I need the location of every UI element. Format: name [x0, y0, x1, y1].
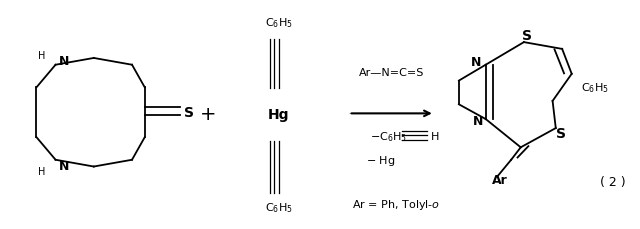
- Text: ( 2 ): ( 2 ): [600, 176, 626, 189]
- Text: Ar = Ph, Tolyl-$o$: Ar = Ph, Tolyl-$o$: [353, 198, 440, 212]
- Text: $-$ Hg: $-$ Hg: [366, 154, 396, 168]
- Text: Ar—N=C=S: Ar—N=C=S: [358, 68, 424, 78]
- Text: S: S: [556, 127, 566, 141]
- Text: S: S: [184, 106, 195, 120]
- Text: N: N: [59, 55, 69, 68]
- Text: N: N: [471, 56, 481, 69]
- Text: $-$C$_6$H$_5$: $-$C$_6$H$_5$: [370, 130, 407, 144]
- Text: +: +: [200, 105, 217, 124]
- Text: H: H: [431, 132, 439, 142]
- Text: N: N: [473, 115, 483, 128]
- Text: Ar: Ar: [492, 174, 508, 187]
- Text: C$_6$H$_5$: C$_6$H$_5$: [265, 202, 292, 215]
- Text: Hg: Hg: [268, 107, 289, 122]
- Text: S: S: [522, 30, 532, 44]
- Text: C$_6$H$_5$: C$_6$H$_5$: [581, 81, 609, 95]
- Text: H: H: [38, 167, 46, 177]
- Text: H: H: [38, 51, 46, 61]
- Text: N: N: [59, 160, 69, 173]
- Text: C$_6$H$_5$: C$_6$H$_5$: [265, 16, 292, 30]
